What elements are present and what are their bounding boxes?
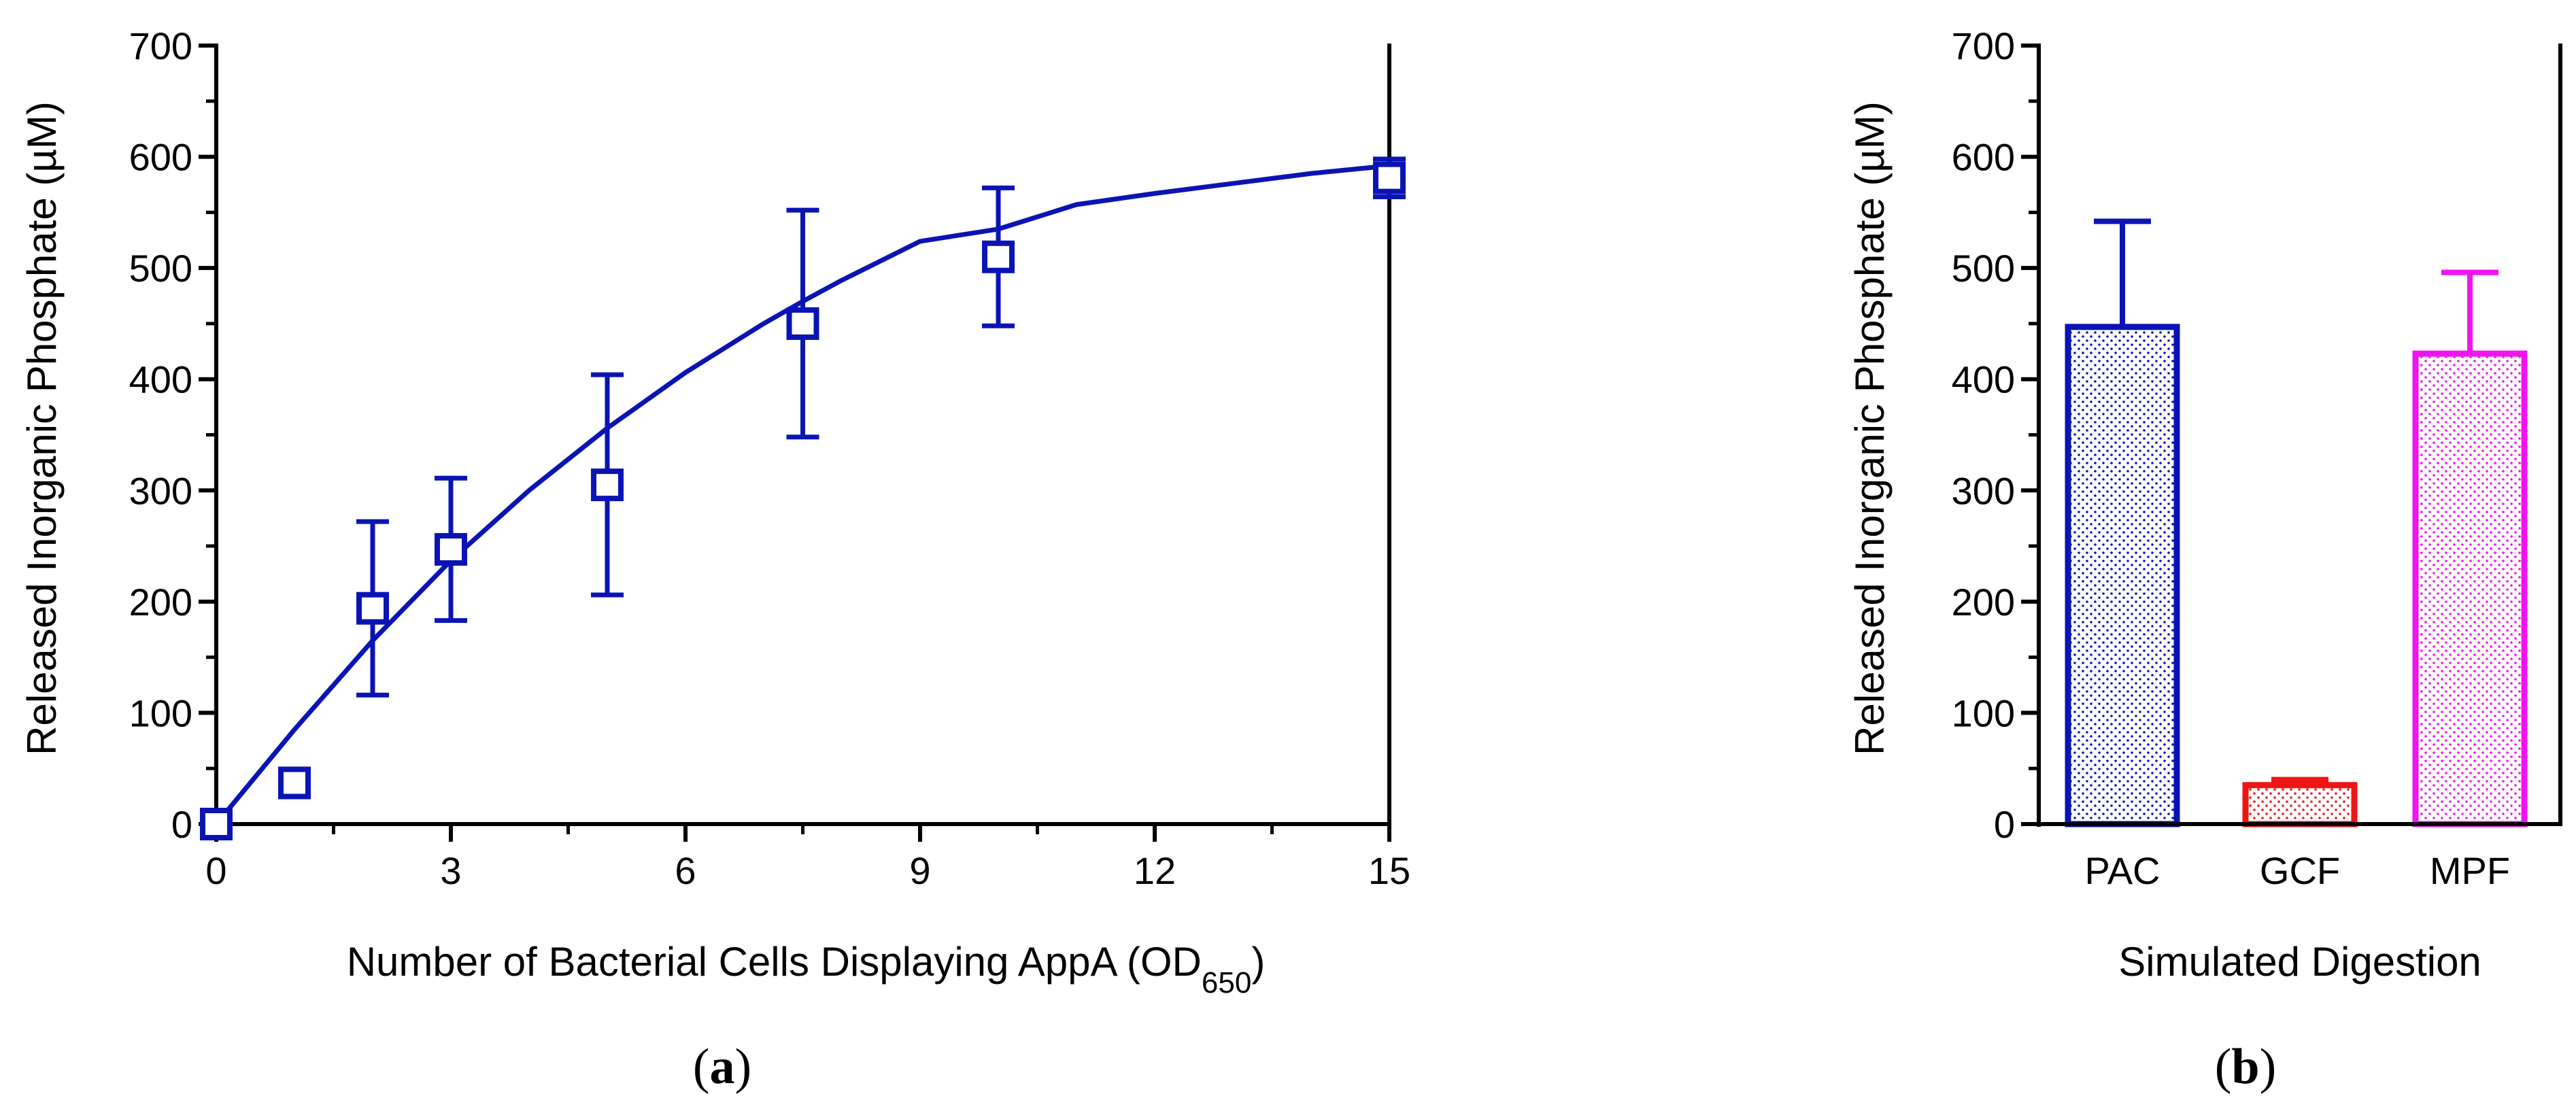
chart-a-point xyxy=(591,468,624,502)
chart-a-point xyxy=(435,532,467,566)
chart-b-x-tick-label: MPF xyxy=(2430,849,2510,892)
chart-b-x-axis-title: Simulated Digestion xyxy=(2118,939,2481,985)
chart-a-x-tick-label: 12 xyxy=(1134,849,1176,892)
chart-b: PAC GCF MPF 0 100 200 300 400 500 600 700 Released… xyxy=(1847,24,2562,1095)
chart-a-point xyxy=(1373,161,1406,194)
chart-a-y-tick-label: 200 xyxy=(129,581,192,623)
chart-a-x-axis-title: Number of Bacterial Cells Displaying App… xyxy=(347,939,1266,999)
chart-a-point xyxy=(982,240,1015,273)
chart-a-points xyxy=(200,161,1406,840)
chart-a: 0 100 200 300 400 500 600 700 0 3 6 9 12 15 Released … xyxy=(19,24,1410,1095)
chart-a-y-tick-label: 600 xyxy=(129,136,192,179)
chart-a-x-tick-label: 15 xyxy=(1368,849,1410,892)
chart-b-bar-group xyxy=(2065,218,2180,827)
chart-a-point xyxy=(278,766,311,800)
chart-b-y-tick-label: 700 xyxy=(1952,24,2015,67)
chart-a-y-tick-label: 100 xyxy=(129,691,192,734)
chart-b-bar xyxy=(2065,324,2180,827)
chart-a-x-tick-label: 3 xyxy=(440,849,461,892)
chart-a-y-tick-label: 300 xyxy=(129,469,192,512)
chart-a-x-tick-label: 0 xyxy=(205,849,226,892)
chart-b-y-tick-label: 600 xyxy=(1952,136,2015,179)
chart-a-point xyxy=(356,592,389,625)
chart-b-bar xyxy=(2242,782,2358,827)
chart-a-y-tick-label: 400 xyxy=(129,358,192,401)
chart-b-x-tick-label: PAC xyxy=(2085,849,2160,892)
chart-b-y-tick-label: 100 xyxy=(1952,691,2015,734)
chart-b-y-tick-label: 200 xyxy=(1952,581,2015,623)
chart-a-error-bars xyxy=(356,156,1406,698)
chart-a-y-axis-title: Released Inorganic Phosphate (µM) xyxy=(19,101,65,755)
chart-b-y-tick-label: 500 xyxy=(1952,247,2015,290)
chart-b-y-tick-label: 400 xyxy=(1952,358,2015,401)
chart-a-y-tick-label: 700 xyxy=(129,24,192,67)
chart-b-y-tick-label: 300 xyxy=(1952,469,2015,512)
chart-a-axes: 0 100 200 300 400 500 600 700 0 3 6 9 12 15 xyxy=(129,24,1411,892)
chart-b-axes: PAC GCF MPF 0 100 200 300 400 500 600 700 xyxy=(1952,24,2562,892)
chart-b-bar xyxy=(2412,350,2528,827)
chart-a-point xyxy=(786,307,819,340)
chart-b-x-tick-label: GCF xyxy=(2260,849,2340,892)
panel-label-b: (b) xyxy=(2215,1039,2276,1095)
chart-a-x-tick-label: 9 xyxy=(909,849,930,892)
chart-a-y-tick-label: 0 xyxy=(171,803,192,846)
panel-label-a: (a) xyxy=(693,1039,751,1095)
chart-a-y-tick-label: 500 xyxy=(129,247,192,290)
chart-b-bars xyxy=(2065,218,2528,827)
chart-b-y-tick-label: 0 xyxy=(1994,803,2015,846)
chart-b-bar-group xyxy=(2412,269,2528,827)
chart-a-x-tick-label: 6 xyxy=(675,849,696,892)
chart-b-bar-group xyxy=(2242,776,2358,827)
chart-a-point xyxy=(200,808,233,840)
chart-b-y-axis-title: Released Inorganic Phosphate (µM) xyxy=(1847,101,1893,755)
